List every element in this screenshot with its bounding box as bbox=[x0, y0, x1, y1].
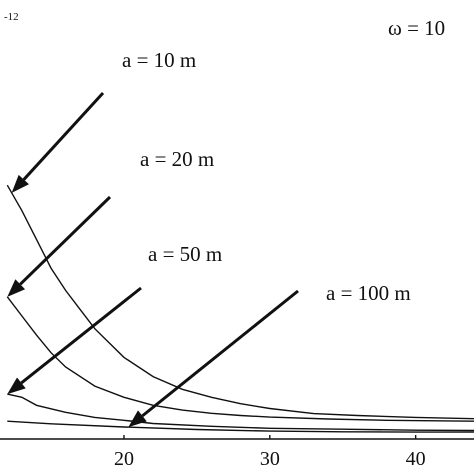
annotations: a = 10 m a = 20 m a = 50 m a = 100 m bbox=[7, 48, 411, 428]
curves bbox=[6, 184, 474, 433]
x-tick-label-2: 30 bbox=[260, 448, 280, 470]
series-line-2 bbox=[6, 296, 474, 422]
annotation-arrow-2 bbox=[19, 195, 112, 286]
annotation-label-3: a = 50 m bbox=[148, 242, 222, 266]
annotation-arrowhead-4 bbox=[128, 410, 147, 428]
annotation-label-4: a = 100 m bbox=[326, 281, 411, 305]
top-left-fragment: -12 bbox=[4, 11, 19, 23]
x-tick-label-3: 40 bbox=[406, 448, 426, 470]
annotation-arrow-1 bbox=[22, 91, 105, 181]
annotation-label-2: a = 20 m bbox=[140, 147, 214, 171]
x-tick-label-1: 20 bbox=[114, 448, 134, 470]
x-axis bbox=[0, 435, 474, 440]
top-right-fragment: ω = 10 bbox=[388, 16, 445, 40]
annotation-arrowhead-3 bbox=[7, 377, 26, 395]
annotation-label-1: a = 10 m bbox=[122, 48, 196, 72]
annotation-arrow-4 bbox=[141, 289, 299, 418]
annotation-arrowhead-2 bbox=[7, 279, 26, 297]
annotation-arrowhead-1 bbox=[11, 174, 29, 193]
series-line-4 bbox=[7, 420, 474, 433]
x-tick-labels: 20 30 40 bbox=[114, 448, 426, 470]
annotation-arrow-3 bbox=[20, 286, 142, 385]
